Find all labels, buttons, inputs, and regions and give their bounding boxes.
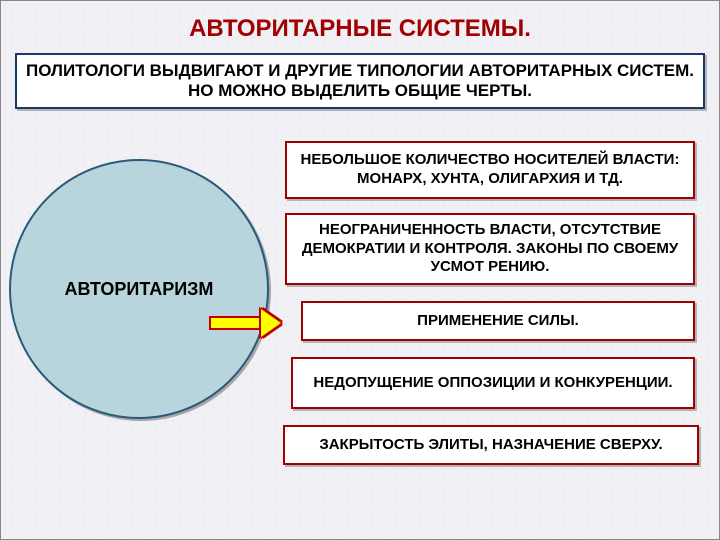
arrow-head-icon xyxy=(261,309,281,337)
feature-box-0: НЕБОЛЬШОЕ КОЛИЧЕСТВО НОСИТЕЛЕЙ ВЛАСТИ: М… xyxy=(285,141,695,199)
slide: АВТОРИТАРНЫЕ СИСТЕМЫ. ПОЛИТОЛОГИ ВЫДВИГА… xyxy=(0,0,720,540)
slide-title: АВТОРИТАРНЫЕ СИСТЕМЫ. xyxy=(1,1,719,53)
arrow-body xyxy=(209,316,261,330)
arrow xyxy=(209,309,281,337)
feature-box-2: ПРИМЕНЕНИЕ СИЛЫ. xyxy=(301,301,695,341)
feature-box-4: ЗАКРЫТОСТЬ ЭЛИТЫ, НАЗНАЧЕНИЕ СВЕРХУ. xyxy=(283,425,699,465)
concept-circle: АВТОРИТАРИЗМ xyxy=(9,159,269,419)
diagram-content: АВТОРИТАРИЗМ НЕБОЛЬШОЕ КОЛИЧЕСТВО НОСИТЕ… xyxy=(1,109,719,529)
feature-box-1: НЕОГРАНИЧЕННОСТЬ ВЛАСТИ, ОТСУТСТВИЕ ДЕМО… xyxy=(285,213,695,285)
feature-box-3: НЕДОПУЩЕНИЕ ОППОЗИЦИИ И КОНКУРЕНЦИИ. xyxy=(291,357,695,409)
concept-label: АВТОРИТАРИЗМ xyxy=(65,279,214,300)
subtitle-box: ПОЛИТОЛОГИ ВЫДВИГАЮТ И ДРУГИЕ ТИПОЛОГИИ … xyxy=(15,53,705,109)
